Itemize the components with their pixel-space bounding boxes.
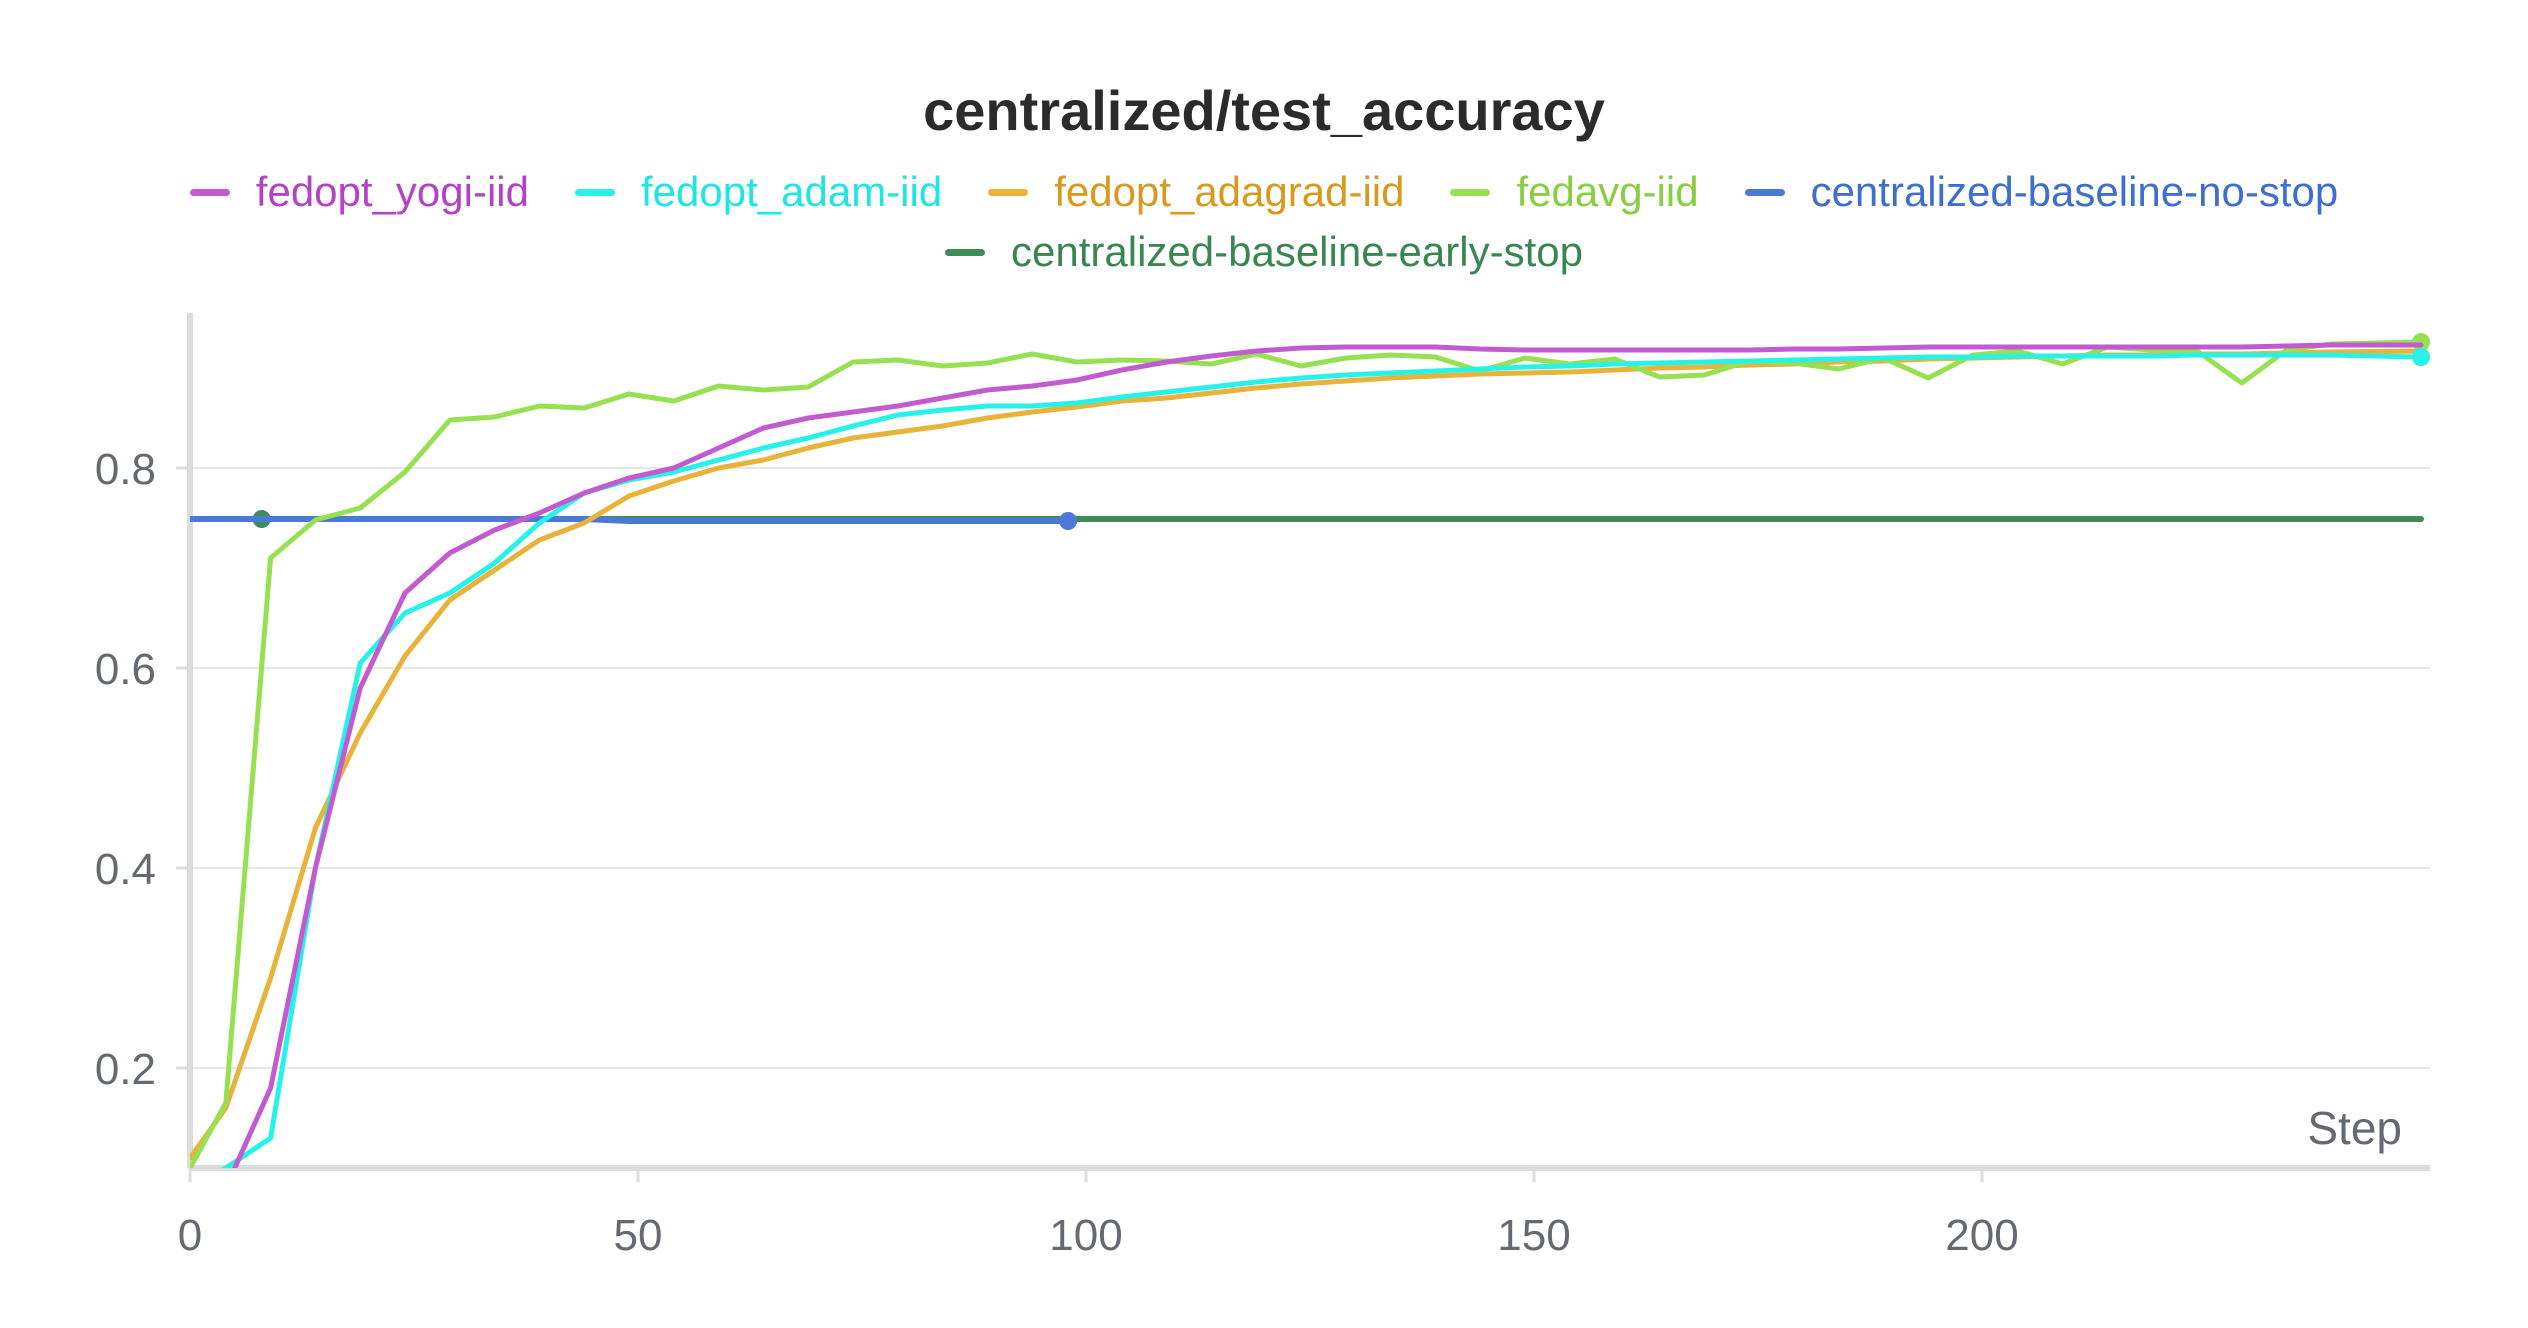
y-tick-label: 0.2 bbox=[95, 1045, 156, 1094]
legend-item-fedopt_adam-iid[interactable]: fedopt_adam-iid bbox=[574, 168, 943, 216]
legend-label: fedopt_adam-iid bbox=[640, 168, 943, 215]
x-tick-label: 0 bbox=[178, 1211, 202, 1260]
x-tick-label: 50 bbox=[614, 1211, 663, 1260]
legend-swatch bbox=[1450, 188, 1491, 196]
legend-swatch bbox=[574, 188, 615, 196]
legend-label: centralized-baseline-no-stop bbox=[1810, 168, 2339, 215]
series-line-fedavg-iid bbox=[190, 339, 2424, 1168]
x-tick-label: 200 bbox=[1945, 1211, 2018, 1260]
legend-label: centralized-baseline-early-stop bbox=[1011, 228, 1583, 275]
grid bbox=[190, 467, 2430, 1069]
tick-labels: 0.2 0.4 0.6 0.8 0 50 100 150 200 Step bbox=[95, 445, 2402, 1260]
y-tick-label: 0.4 bbox=[95, 845, 156, 894]
legend-swatch bbox=[988, 188, 1029, 196]
legend-item-fedopt_yogi-iid[interactable]: fedopt_yogi-iid bbox=[189, 168, 529, 216]
series-layer bbox=[190, 333, 2431, 1168]
legend-label: fedopt_yogi-iid bbox=[255, 168, 529, 215]
series-end-point-fedopt_adam-iid bbox=[2412, 348, 2431, 366]
legend-swatch bbox=[945, 248, 986, 256]
legend-row-2: centralized-baseline-early-stop bbox=[0, 228, 2528, 276]
legend-item-centralized-baseline-early-stop[interactable]: centralized-baseline-early-stop bbox=[945, 228, 1583, 276]
series-line-fedopt_adagrad-iid bbox=[190, 348, 2424, 1161]
legend-label: fedavg-iid bbox=[1516, 168, 1699, 215]
series-end-point-centralized-baseline-no-stop bbox=[1059, 512, 1078, 530]
y-tick-label: 0.8 bbox=[95, 445, 156, 494]
legend-item-fedavg-iid[interactable]: fedavg-iid bbox=[1450, 168, 1699, 216]
x-axis-label: Step bbox=[2307, 1102, 2402, 1154]
legend-item-fedopt_adagrad-iid[interactable]: fedopt_adagrad-iid bbox=[988, 168, 1404, 216]
legend-swatch bbox=[1744, 188, 1785, 196]
series-line-fedopt_yogi-iid bbox=[232, 342, 2424, 1168]
legend-swatch bbox=[189, 188, 230, 196]
series-line-fedopt_adam-iid bbox=[220, 352, 2424, 1168]
series-line-centralized-baseline-no-stop bbox=[190, 516, 1072, 524]
chart-title: centralized/test_accuracy bbox=[923, 79, 1605, 142]
x-tick-label: 100 bbox=[1049, 1211, 1122, 1260]
x-tick-label: 150 bbox=[1497, 1211, 1570, 1260]
legend-item-centralized-baseline-no-stop[interactable]: centralized-baseline-no-stop bbox=[1744, 168, 2339, 216]
y-tick-label: 0.6 bbox=[95, 645, 156, 694]
legend-label: fedopt_adagrad-iid bbox=[1054, 168, 1405, 215]
axes bbox=[176, 313, 2430, 1182]
legend: fedopt_yogi-iid fedopt_adam-iid fedopt_ada… bbox=[0, 168, 2528, 216]
